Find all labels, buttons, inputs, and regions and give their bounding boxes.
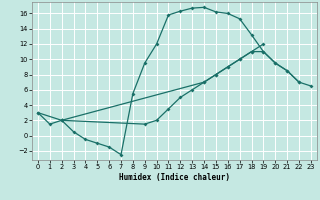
X-axis label: Humidex (Indice chaleur): Humidex (Indice chaleur) <box>119 173 230 182</box>
